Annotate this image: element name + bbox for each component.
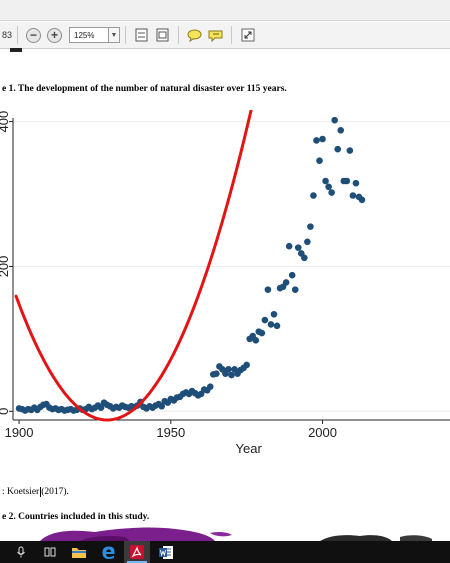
source-text: : Koetsier <box>2 487 40 497</box>
data-point <box>228 371 235 379</box>
window-title-bar <box>0 0 450 21</box>
toolbar-separator <box>17 26 18 44</box>
zoom-dropdown-button[interactable]: ▼ <box>109 27 120 43</box>
fit-page-button[interactable] <box>133 27 150 44</box>
data-point <box>273 322 281 330</box>
microphone-icon <box>17 546 25 558</box>
highlight-button[interactable] <box>207 27 224 44</box>
taskbar-word[interactable] <box>153 541 179 563</box>
folder-icon <box>72 547 86 558</box>
data-point <box>319 135 326 143</box>
disaster-trend-chart: 0 200 400 1900 1950 2000 Year <box>0 110 450 456</box>
x-tick-label: 2000 <box>308 425 337 440</box>
taskbar-task-view[interactable] <box>37 541 63 563</box>
taskbar-file-explorer[interactable] <box>66 541 92 563</box>
x-axis-title: Year <box>236 441 263 456</box>
data-point <box>97 404 105 411</box>
data-point <box>346 147 354 154</box>
fitted-trend-line <box>14 110 253 422</box>
data-point <box>337 127 345 134</box>
chevron-down-icon: ▼ <box>110 31 118 39</box>
zoom-level-input[interactable]: 125% <box>69 27 109 43</box>
data-point <box>252 337 260 344</box>
minus-icon: − <box>29 28 37 42</box>
data-point <box>322 177 329 185</box>
data-point <box>334 145 342 153</box>
toolbar-separator <box>125 26 126 44</box>
data-point <box>304 238 311 246</box>
figure-1-caption: e 1. The development of the number of na… <box>2 84 287 94</box>
data-point <box>301 254 308 262</box>
edge-browser-icon <box>102 546 114 559</box>
y-tick-label: 400 <box>0 111 11 133</box>
data-point <box>313 137 320 144</box>
data-point <box>310 192 317 199</box>
y-tick-label: 0 <box>0 408 11 415</box>
source-year: (2017). <box>41 487 69 497</box>
world-map-preview <box>0 523 450 541</box>
acrobat-reader-icon <box>130 545 144 559</box>
page-number-fragment: 83 <box>2 30 13 40</box>
y-tick-label: 200 <box>0 256 11 278</box>
data-point <box>343 177 351 185</box>
clipped-heading-fragment <box>10 48 22 52</box>
x-tick-label: 1950 <box>156 425 185 440</box>
data-point <box>225 366 232 373</box>
data-point <box>307 223 314 230</box>
data-point <box>291 286 299 293</box>
fit-page-icon <box>135 28 148 42</box>
data-point <box>158 402 166 410</box>
data-point <box>331 116 338 124</box>
taskbar-edge[interactable] <box>95 541 121 563</box>
comment-button[interactable] <box>186 27 203 44</box>
speech-bubble-icon <box>187 29 202 42</box>
data-point <box>288 271 296 279</box>
windows-taskbar <box>0 541 450 563</box>
fit-width-icon <box>156 28 169 42</box>
data-point <box>267 321 275 328</box>
plus-icon: + <box>50 28 58 42</box>
highlighter-icon <box>208 30 223 42</box>
data-point <box>213 370 220 377</box>
data-point <box>206 383 214 390</box>
data-point <box>328 189 335 196</box>
data-point <box>316 157 323 165</box>
data-point <box>270 310 278 318</box>
taskbar-mic[interactable] <box>8 541 34 563</box>
data-point <box>258 329 266 337</box>
x-tick-label: 1900 <box>5 425 34 440</box>
figure-2-caption: e 2. Countries included in this study. <box>2 512 150 522</box>
data-point <box>349 192 357 199</box>
zoom-out-button[interactable]: − <box>26 27 41 43</box>
data-point <box>285 242 293 250</box>
fit-width-button[interactable] <box>154 27 171 44</box>
toolbar-separator <box>178 26 179 44</box>
figure-source-line: : Koetsier (2017). <box>2 487 69 497</box>
data-point <box>261 316 269 324</box>
taskbar-acrobat-reader[interactable] <box>124 541 150 563</box>
map-image <box>40 527 432 541</box>
data-point <box>358 196 366 204</box>
data-point <box>325 183 332 191</box>
data-point <box>264 286 272 293</box>
expand-button[interactable] <box>239 27 256 44</box>
data-point <box>282 279 290 286</box>
task-view-icon <box>44 547 56 557</box>
toolbar-separator <box>231 26 232 44</box>
data-point <box>352 179 360 187</box>
expand-icon <box>241 28 254 42</box>
data-point <box>294 244 302 251</box>
word-icon <box>159 545 173 559</box>
zoom-in-button[interactable]: + <box>47 27 62 43</box>
data-point <box>243 361 250 369</box>
pdf-toolbar: 83 − + 125% ▼ <box>0 22 450 49</box>
